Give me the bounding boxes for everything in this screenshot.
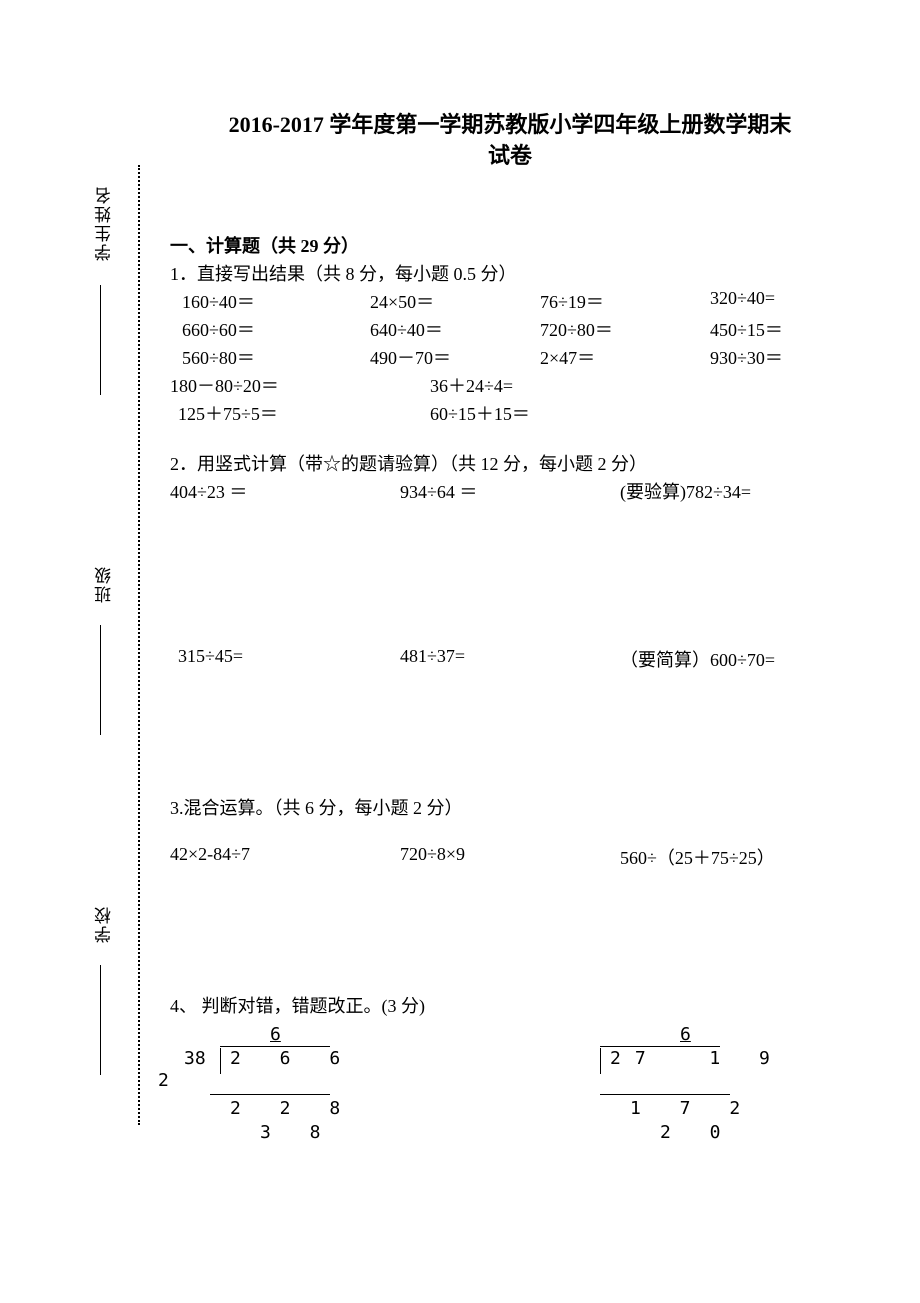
- q1-row: 160÷40＝ 24×50＝ 76÷19＝ 320÷40=: [170, 288, 830, 314]
- ld2-divisor-dividend: 27 1 9: [610, 1048, 784, 1069]
- q1-cell: 640÷40＝: [370, 316, 540, 342]
- q2-row: 404÷23 ＝ 934÷64 ＝ (要验算)782÷34=: [170, 478, 830, 504]
- q2-cell: 404÷23 ＝: [170, 478, 400, 504]
- q1-cell: 320÷40=: [710, 288, 830, 314]
- q2-cell: （要简算）600÷70=: [620, 646, 830, 672]
- q1-cell: 76÷19＝: [540, 288, 710, 314]
- q1-cell: 180－80÷20＝: [170, 372, 430, 398]
- q2-cell: 481÷37=: [400, 646, 620, 672]
- ld1-quotient: 6: [270, 1024, 281, 1045]
- q1-cell: 60÷15＋15＝: [430, 400, 830, 426]
- q2-heading: 2．用竖式计算（带☆的题请验算）（共 12 分，每小题 2 分）: [170, 450, 830, 476]
- title-line-1: 2016-2017 学年度第一学期苏教版小学四年级上册数学期末: [190, 110, 830, 141]
- ld2-dividend: 1 9: [709, 1048, 784, 1069]
- q2-cell: (要验算)782÷34=: [620, 478, 830, 504]
- q1-cell: 36＋24÷4=: [430, 372, 830, 398]
- q1-row: 660÷60＝ 640÷40＝ 720÷80＝ 450÷15＝: [170, 316, 830, 342]
- q1-cell: 160÷40＝: [170, 288, 370, 314]
- q3-cell: 560÷（25＋75÷25）: [620, 844, 830, 870]
- ld1-divisor: 38: [184, 1048, 206, 1069]
- q1-cell: 560÷80＝: [170, 344, 370, 370]
- ld2-vinculum-curve: [600, 1048, 601, 1074]
- ld2-underline-1: [600, 1094, 730, 1095]
- q1-heading: 1．直接写出结果（共 8 分，每小题 0.5 分）: [170, 260, 830, 286]
- q1-row: 180－80÷20＝ 36＋24÷4=: [170, 372, 830, 398]
- long-division-2: 6 27 1 9 1 7 2 2 0: [570, 1024, 790, 1164]
- q2-cell: 934÷64 ＝: [400, 478, 620, 504]
- ld1-line3: 3 8: [260, 1122, 335, 1143]
- q4-heading: 4、 判断对错，错题改正。(3 分): [170, 992, 830, 1018]
- ld1-vinculum-curve: [220, 1048, 221, 1074]
- q2-cell: 315÷45=: [170, 646, 400, 672]
- q1-cell: 24×50＝: [370, 288, 540, 314]
- q3-cell: 720÷8×9: [400, 844, 620, 870]
- q1-cell: 660÷60＝: [170, 316, 370, 342]
- ld2-vinculum-bar: [600, 1046, 720, 1047]
- long-division-1: 6 38 2 6 6 2 2 2 8 3 8: [170, 1024, 390, 1164]
- q2-row: 315÷45= 481÷37= （要简算）600÷70=: [170, 646, 830, 672]
- q3-cell: 42×2-84÷7: [170, 844, 400, 870]
- q1-row: 560÷80＝ 490－70＝ 2×47＝ 930÷30＝: [170, 344, 830, 370]
- ld2-quotient: 6: [680, 1024, 691, 1045]
- section-1-heading: 一、计算题（共 29 分）: [170, 232, 830, 258]
- ld1-vinculum-bar: [220, 1046, 330, 1047]
- ld2-line2: 1 7 2: [630, 1098, 754, 1119]
- q1-cell: 720÷80＝: [540, 316, 710, 342]
- ld1-lead: 2: [158, 1070, 169, 1091]
- q1-cell: 930÷30＝: [710, 344, 830, 370]
- q1-cell: 2×47＝: [540, 344, 710, 370]
- q3-row: 42×2-84÷7 720÷8×9 560÷（25＋75÷25）: [170, 844, 830, 870]
- exam-title: 2016-2017 学年度第一学期苏教版小学四年级上册数学期末 试卷: [170, 110, 830, 172]
- q1-cell: 490－70＝: [370, 344, 540, 370]
- q1-cell: 125＋75÷5＝: [170, 400, 430, 426]
- ld2-line3: 2 0: [660, 1122, 735, 1143]
- ld1-underline-1: [210, 1094, 330, 1095]
- q3-heading: 3.混合运算。（共 6 分，每小题 2 分）: [170, 794, 830, 820]
- ld2-divisor: 27: [610, 1048, 660, 1069]
- ld1-line2: 2 2 8: [230, 1098, 354, 1119]
- title-line-2: 试卷: [190, 141, 830, 172]
- page-content: 2016-2017 学年度第一学期苏教版小学四年级上册数学期末 试卷 一、计算题…: [0, 0, 920, 1224]
- q1-cell: 450÷15＝: [710, 316, 830, 342]
- long-division-group: 6 38 2 6 6 2 2 2 8 3 8 6 27 1 9 1 7 2 2 …: [170, 1024, 830, 1164]
- ld1-dividend: 2 6 6: [230, 1048, 354, 1069]
- q1-row: 125＋75÷5＝ 60÷15＋15＝: [170, 400, 830, 426]
